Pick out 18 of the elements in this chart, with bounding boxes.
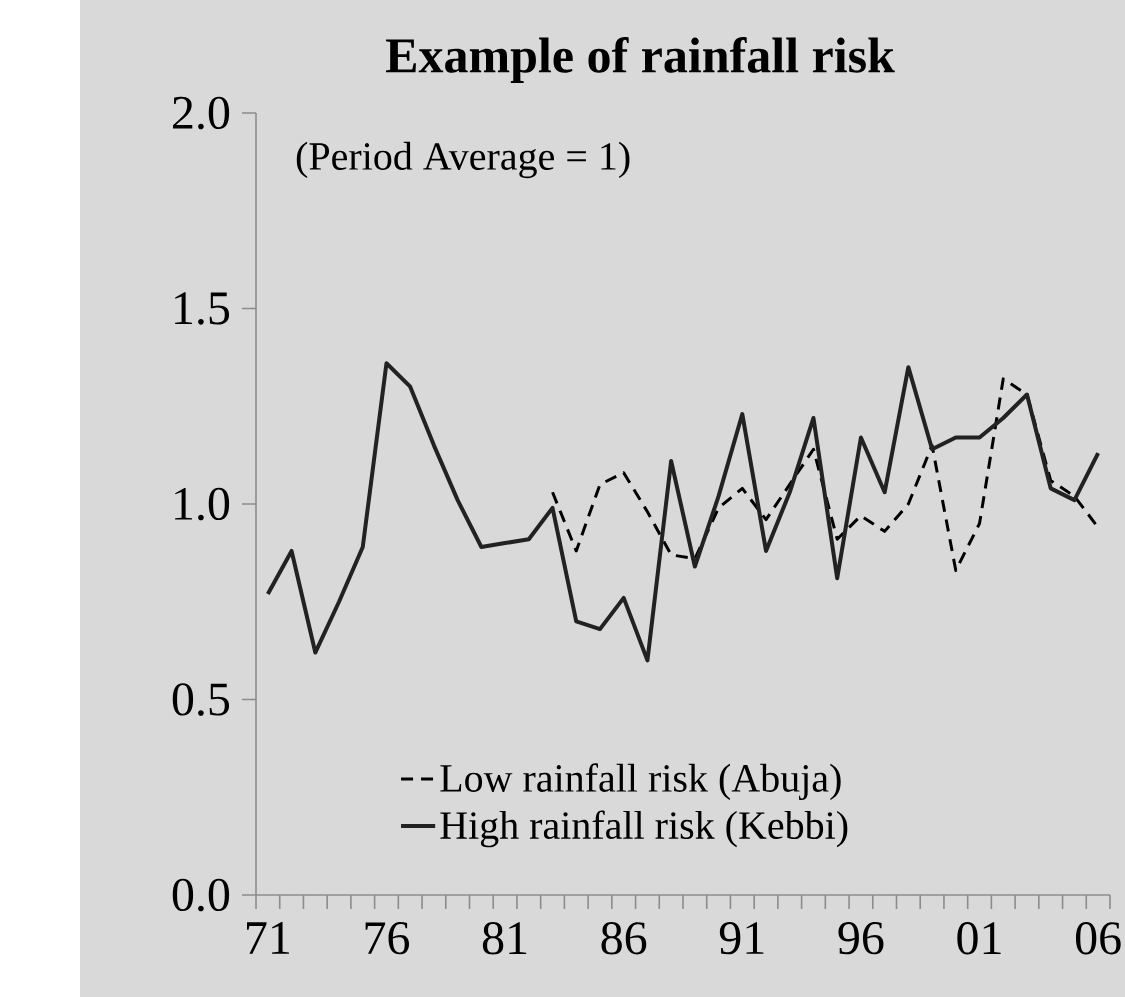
y-tick-label: 2.0 (173, 96, 230, 130)
x-tick-label: 01 (957, 922, 1001, 955)
y-tick-label: 1.0 (175, 487, 230, 521)
chart-title: Example of rainfall risk (385, 37, 895, 83)
x-tick-label: 86 (601, 922, 647, 955)
legend-label: Low rainfall risk (Abuja) (440, 763, 841, 801)
legend-label: High rainfall risk (Kebbi) (440, 810, 848, 848)
y-tick-label: 1.5 (175, 292, 230, 325)
y-tick-label: 0.0 (172, 878, 230, 912)
x-tick-label: 06 (1075, 922, 1121, 955)
annotation: (Period Average = 1) (296, 141, 630, 179)
x-tick-label: 81 (482, 922, 527, 955)
line-series (265, 361, 1101, 663)
x-tick-label: 96 (838, 922, 884, 955)
x-tick-label: 91 (719, 922, 764, 955)
x-tick-label: 76 (365, 922, 410, 955)
x-tick-label: 71 (247, 922, 289, 954)
y-tick-label: 0.5 (172, 683, 230, 716)
